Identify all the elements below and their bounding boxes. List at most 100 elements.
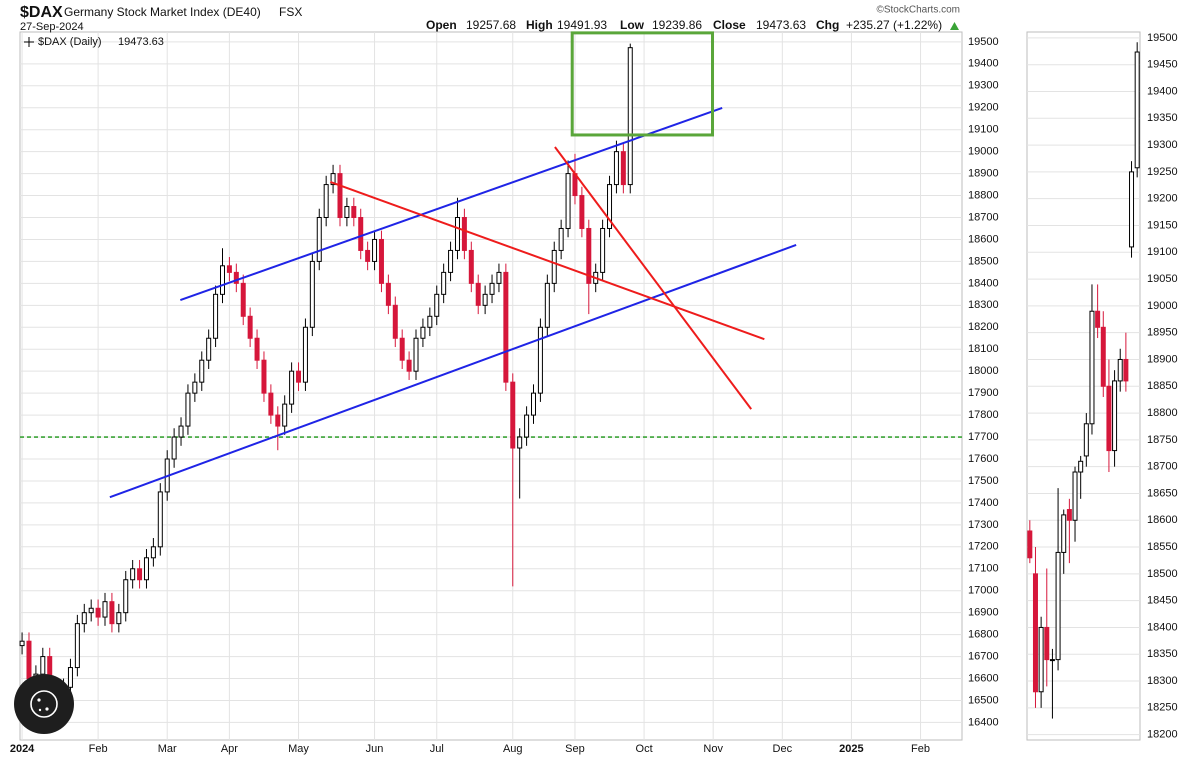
y-tick-label: 19400 (1147, 85, 1178, 97)
candle-body (192, 381, 198, 394)
candle-body (178, 425, 184, 438)
candle-body (323, 184, 329, 219)
candle-body (399, 337, 405, 361)
low-label: Low (620, 18, 645, 32)
y-tick-label: 19000 (1147, 300, 1178, 312)
y-tick-label: 17800 (968, 409, 999, 421)
candle-body (1095, 310, 1101, 328)
y-tick-label: 19200 (1147, 193, 1178, 205)
y-tick-label: 18950 (1147, 327, 1178, 339)
candle-body (351, 206, 357, 219)
candle-body (116, 612, 122, 625)
main-plot-frame (19, 31, 963, 741)
security-name: Germany Stock Market Index (DE40) (64, 5, 261, 19)
x-tick-label: Jul (430, 743, 444, 755)
candle-body (454, 217, 460, 251)
y-tick-label: 17300 (968, 519, 999, 531)
candle-body (143, 557, 149, 581)
candle-body (531, 392, 537, 416)
candle-body (316, 217, 322, 262)
candle-body (358, 217, 364, 251)
y-tick-label: 18900 (1147, 353, 1178, 365)
candle-body (524, 414, 530, 438)
candle-body (441, 271, 447, 295)
candle-body (1078, 460, 1084, 473)
y-tick-label: 19350 (1147, 112, 1178, 124)
y-tick-label: 18400 (1147, 621, 1178, 633)
symbol: $DAX (20, 4, 63, 21)
candle-body (1038, 626, 1044, 693)
candle-body (275, 414, 281, 427)
candle-body (558, 227, 564, 251)
y-tick-label: 18000 (968, 365, 999, 377)
y-tick-label: 19300 (968, 80, 999, 92)
trend-line (554, 146, 753, 410)
y-tick-label: 18500 (968, 255, 999, 267)
y-tick-label: 19250 (1147, 166, 1178, 178)
candle-body (261, 359, 267, 394)
candle-body (413, 337, 419, 372)
candle-body (268, 392, 274, 416)
y-tick-label: 19000 (968, 146, 999, 158)
y-tick-label: 18200 (968, 321, 999, 333)
x-tick-label: Feb (89, 743, 108, 755)
candle-body (289, 370, 295, 405)
source: ©StockCharts.com (876, 5, 960, 16)
candle-body (1055, 551, 1061, 661)
cookie-icon (30, 690, 58, 718)
x-tick-label: Sep (565, 743, 585, 755)
y-tick-label: 17700 (968, 431, 999, 443)
y-tick-label: 18250 (1147, 702, 1178, 714)
candle-body (309, 260, 315, 328)
y-tick-label: 19200 (968, 102, 999, 114)
candle-body (219, 265, 225, 295)
candle-body (185, 392, 191, 427)
candle-body (1027, 530, 1033, 559)
y-tick-label: 16700 (968, 650, 999, 662)
y-tick-label: 16900 (968, 607, 999, 619)
candle-body (1112, 380, 1118, 452)
candle-body (157, 491, 163, 548)
candle-body (102, 601, 108, 618)
y-tick-label: 18300 (968, 299, 999, 311)
x-tick-label: 2025 (839, 743, 863, 755)
candle-body (475, 282, 481, 306)
y-tick-label: 18350 (1147, 648, 1178, 660)
chart-date: 27-Sep-2024 (20, 21, 84, 33)
y-tick-label: 18600 (1147, 514, 1178, 526)
candle-body (1032, 573, 1038, 693)
candle-body (510, 381, 516, 449)
y-tick-label: 16400 (968, 716, 999, 728)
cookie-button-bg[interactable] (14, 674, 74, 734)
highlight-box (570, 31, 715, 137)
x-tick-label: Jun (366, 743, 384, 755)
high-label: High (526, 18, 553, 32)
y-tick-label: 17400 (968, 497, 999, 509)
candle-body (226, 265, 232, 273)
low-value: 19239.86 (652, 18, 702, 32)
cookie-button[interactable] (14, 674, 74, 734)
candle-body (600, 227, 606, 273)
change-label: Chg (816, 18, 839, 32)
candle-body (482, 293, 488, 306)
candle-body (1123, 358, 1129, 382)
mark-layer (19, 31, 1140, 721)
candle-body (1066, 509, 1072, 521)
y-tick-label: 18850 (1147, 380, 1178, 392)
y-tick-label: 18200 (1147, 729, 1178, 741)
candle-body (551, 249, 557, 284)
x-tick-label: May (288, 743, 309, 755)
y-tick-label: 18400 (968, 277, 999, 289)
candle-body (385, 282, 391, 306)
candle-body (613, 151, 619, 186)
candle-body (1044, 626, 1050, 661)
y-tick-label: 18300 (1147, 675, 1178, 687)
y-tick-label: 19450 (1147, 59, 1178, 71)
high-value: 19491.93 (557, 18, 607, 32)
y-tick-label: 18500 (1147, 568, 1178, 580)
y-tick-label: 19300 (1147, 139, 1178, 151)
candle-body (378, 238, 384, 284)
y-tick-label: 18100 (968, 343, 999, 355)
candle-body (337, 173, 343, 219)
trend-line (329, 181, 765, 341)
